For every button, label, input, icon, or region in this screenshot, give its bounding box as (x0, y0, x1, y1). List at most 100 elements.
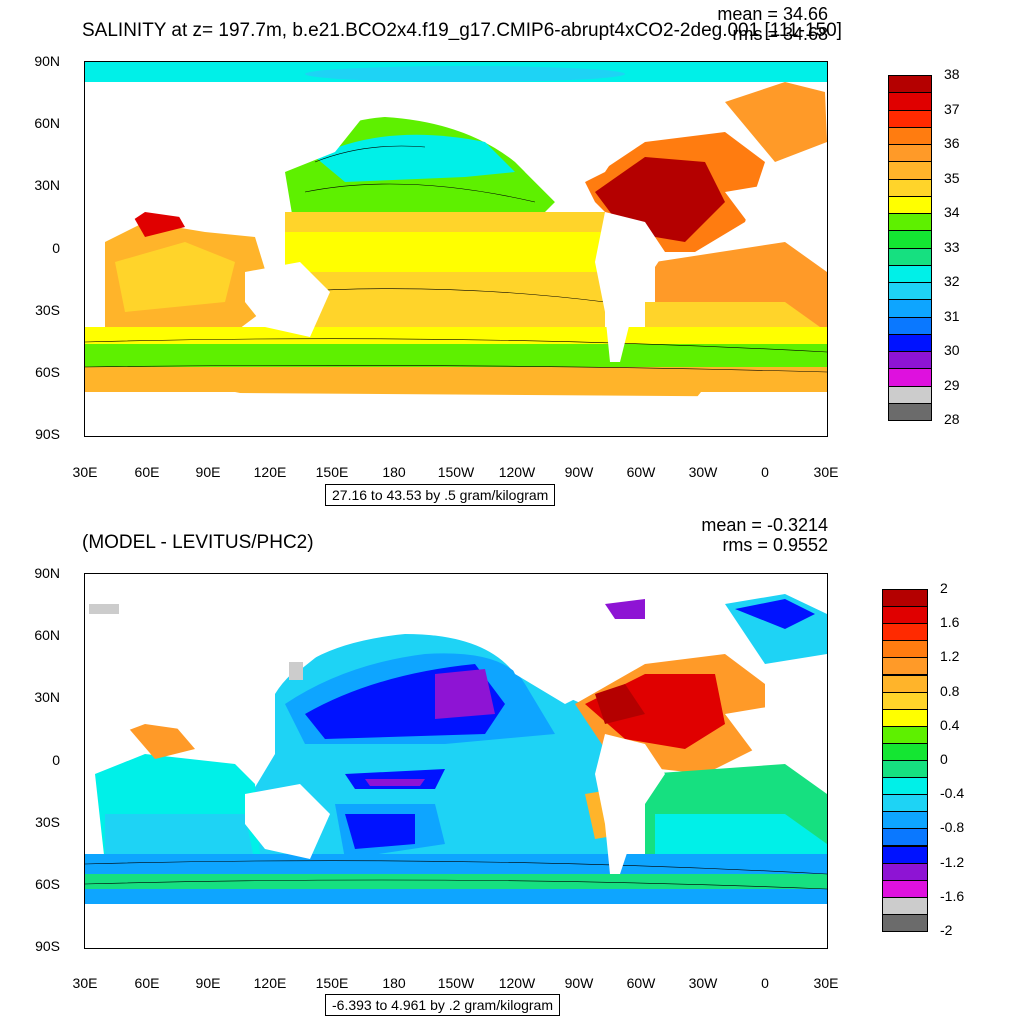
lon-label: 180 (382, 464, 406, 480)
salinity-title: SALINITY at z= 197.7m, b.e21.BCO2x4.f19_… (82, 20, 842, 41)
lon-label: 60E (134, 975, 160, 991)
lon-label: 120E (253, 975, 287, 991)
colorbar-swatch (888, 195, 932, 214)
colorbar-swatch (882, 845, 928, 864)
lon-label: 120W (498, 975, 536, 991)
lat-label: 60S (35, 364, 60, 380)
colorbar-label: 29 (944, 376, 960, 393)
colorbar-label: 38 (944, 66, 960, 82)
colorbar-swatch (882, 708, 928, 727)
lon-label: 90E (195, 464, 221, 480)
colorbar-label: 30 (944, 342, 960, 358)
colorbar-swatch (888, 247, 932, 266)
colorbar-label: 0.8 (940, 682, 960, 699)
salinity-mean-value: mean = 34.66 (717, 4, 828, 24)
colorbar-swatch (882, 879, 928, 898)
colorbar-swatch (882, 811, 928, 830)
difference-stats: mean = -0.3214 rms = 0.9552 (701, 515, 828, 555)
lon-label: 60E (134, 464, 160, 480)
colorbar-swatch (882, 828, 928, 847)
salinity-panel: SALINITY at z= 197.7m, b.e21.BCO2x4.f19_… (34, 4, 960, 506)
salinity-map (84, 61, 828, 437)
colorbar-label: -2 (940, 922, 953, 938)
colorbar-swatch (888, 282, 932, 301)
lon-label: 30W (688, 464, 718, 480)
colorbar-swatch (882, 589, 928, 608)
lat-label: 60N (34, 115, 60, 131)
lat-label: 60N (34, 627, 60, 643)
colorbar-swatch (888, 161, 932, 180)
colorbar-swatch (882, 623, 928, 642)
difference-contour-info: -6.393 to 4.961 by .2 gram/kilogram (325, 994, 561, 1016)
colorbar-label: 28 (944, 411, 960, 427)
colorbar-swatch (888, 402, 932, 421)
difference-rms-value: rms = 0.9552 (722, 535, 828, 555)
colorbar-swatch (882, 606, 928, 625)
colorbar-swatch (882, 674, 928, 693)
lon-label: 120E (253, 464, 287, 480)
colorbar-label: 2 (940, 580, 948, 596)
lat-label: 30N (34, 177, 60, 193)
colorbar-label: 33 (944, 238, 960, 255)
lon-label: 0 (761, 464, 769, 480)
colorbar-swatch (888, 299, 932, 318)
colorbar-label: -1.2 (940, 853, 965, 870)
colorbar-swatch (888, 126, 932, 145)
difference-colorbar: 2 1.6 1.2 0.8 0.4 0 -0.4 -0.8 -1.2 -1.6 -2 (882, 580, 964, 938)
colorbar-swatch (888, 213, 932, 232)
colorbar-label: -0.4 (940, 785, 965, 802)
colorbar-label: 0.4 (940, 716, 960, 733)
colorbar-swatch (888, 75, 932, 94)
colorbar-label: 1.6 (940, 614, 960, 631)
lon-label: 30E (72, 975, 98, 991)
difference-panel: (MODEL - LEVITUS/PHC2) mean = -0.3214 rm… (0, 512, 1024, 1024)
salinity-mean: mean = 34.66 rms = 34.68 (717, 4, 828, 44)
colorbar-swatch (882, 760, 928, 779)
colorbar-swatch (882, 862, 928, 881)
lon-label: 90W (564, 975, 594, 991)
colorbar-swatch (888, 230, 932, 249)
lon-label: 30W (688, 975, 718, 991)
colorbar-swatch (882, 657, 928, 676)
colorbar-swatch (888, 316, 932, 335)
lon-label: 150W (437, 464, 475, 480)
lat-label: 30S (35, 814, 60, 830)
colorbar-label: -0.8 (940, 819, 965, 836)
salinity-colorbar: 38 37 36 35 34 33 32 31 30 29 28 (888, 66, 960, 427)
lon-label: 180 (382, 975, 406, 991)
lat-label: 90N (34, 565, 60, 581)
difference-mean-value: mean = -0.3214 (701, 515, 828, 535)
lat-label: 90S (35, 938, 60, 954)
colorbar-label: 1.2 (940, 648, 960, 665)
lon-label: 30E (72, 464, 98, 480)
colorbar-swatch (888, 144, 932, 163)
colorbar-swatch (882, 725, 928, 744)
lon-label: 90E (195, 975, 221, 991)
colorbar-swatch (882, 742, 928, 761)
colorbar-swatch (888, 109, 932, 128)
lon-label: 30E (813, 464, 839, 480)
colorbar-label: 37 (944, 100, 960, 117)
colorbar-swatch (882, 777, 928, 796)
lon-label: 150E (315, 975, 349, 991)
difference-map (84, 573, 828, 949)
lat-label: 0 (52, 752, 60, 768)
colorbar-swatch (882, 896, 928, 915)
lat-label: 60S (35, 876, 60, 892)
lat-label: 90N (34, 53, 60, 69)
difference-title: (MODEL - LEVITUS/PHC2) (82, 532, 314, 553)
colorbar-swatch (888, 92, 932, 111)
lon-label: 150E (315, 464, 349, 480)
colorbar-label: 32 (944, 273, 960, 289)
colorbar-label: 36 (944, 135, 960, 151)
colorbar-swatch (882, 640, 928, 659)
lon-label: 90W (564, 464, 594, 480)
lat-label: 30S (35, 302, 60, 318)
colorbar-label: -1.6 (940, 887, 965, 904)
colorbar-swatch (888, 178, 932, 197)
lon-label: 120W (498, 464, 536, 480)
colorbar-swatch (888, 351, 932, 370)
colorbar-swatch (882, 691, 928, 710)
colorbar-swatch (888, 333, 932, 352)
colorbar-label: 0 (940, 751, 948, 767)
